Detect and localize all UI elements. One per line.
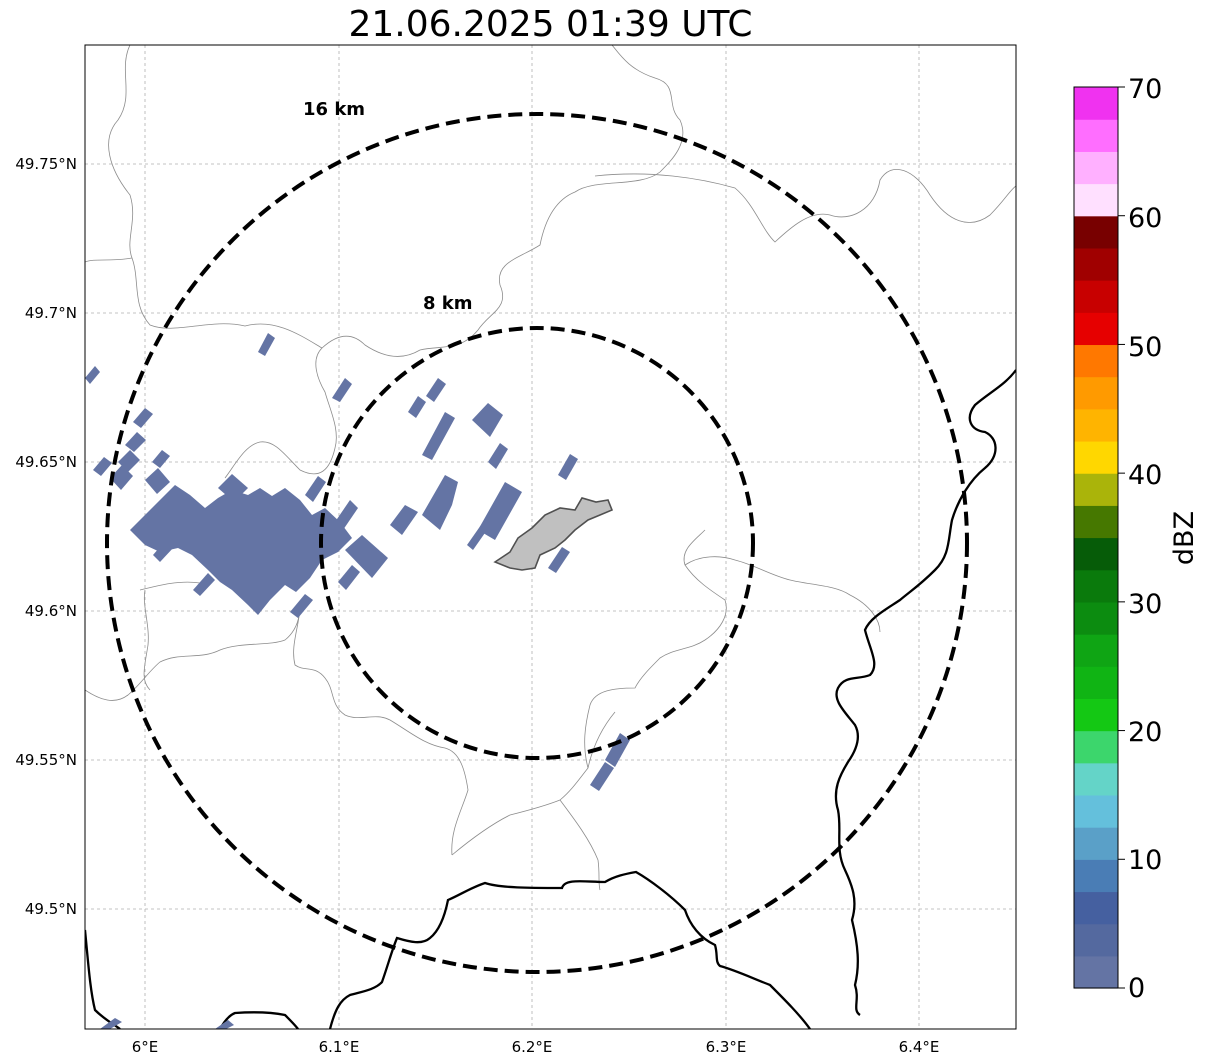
echo-cell — [590, 762, 614, 791]
echo-cell — [408, 396, 426, 418]
colorbar-segment — [1074, 827, 1118, 860]
lon-tick-label: 6°E — [132, 1038, 159, 1056]
colorbar-segment — [1074, 569, 1118, 603]
colorbar-segment — [1074, 730, 1118, 764]
echo-cell — [93, 457, 112, 476]
echo-cell — [390, 505, 418, 535]
echo-cell — [193, 573, 215, 596]
colorbar-segment — [1074, 408, 1118, 442]
colorbar-tick-label: 70 — [1128, 74, 1162, 105]
colorbar-segment — [1074, 376, 1118, 410]
echo-cell — [133, 408, 153, 428]
colorbar-segment — [1074, 762, 1118, 796]
echo-cell — [153, 540, 174, 562]
colorbar-tick-label: 0 — [1128, 973, 1145, 1004]
city-outline — [493, 497, 614, 571]
map-area: 8 km 16 km — [85, 45, 1016, 1029]
map-frame — [84, 44, 1017, 1030]
echo-cell — [345, 535, 388, 578]
colorbar-ticks: 0 10 20 30 40 50 60 70 — [1128, 74, 1162, 1004]
echo-cell — [145, 468, 170, 494]
lon-tick-label: 6.3°E — [706, 1038, 747, 1056]
colorbar-segment — [1074, 891, 1118, 925]
lat-tick-label: 49.65°N — [15, 453, 77, 471]
echo-cell — [305, 476, 326, 502]
echo-cell — [85, 366, 100, 384]
colorbar-segment — [1074, 537, 1118, 571]
echo-cell — [548, 547, 570, 573]
echo-cell — [478, 482, 522, 540]
lat-tick-label: 49.55°N — [15, 751, 77, 769]
echo-cell — [290, 594, 313, 618]
range-label-16km: 16 km — [303, 99, 365, 120]
colorbar-segment — [1074, 666, 1118, 699]
colorbar-tick-label: 40 — [1128, 460, 1162, 491]
radar-echoes — [85, 333, 630, 1029]
colorbar-segment — [1074, 87, 1118, 120]
map-title: 21.06.2025 01:39 UTC — [348, 4, 753, 45]
colorbar-tick-label: 60 — [1128, 203, 1162, 234]
colorbar-segment — [1074, 344, 1118, 378]
echo-cell — [558, 454, 578, 480]
colorbar-segment — [1074, 505, 1118, 539]
lon-tick-label: 6.2°E — [512, 1038, 553, 1056]
echo-cell — [258, 333, 275, 356]
colorbar-segment — [1074, 859, 1118, 893]
lat-tick-label: 49.6°N — [25, 602, 77, 620]
colorbar-frame — [1073, 86, 1119, 989]
colorbar-segment — [1074, 151, 1118, 185]
echo-cell — [422, 412, 455, 460]
echo-cell — [100, 1018, 122, 1029]
admin-boundaries — [85, 45, 1016, 891]
colorbar-segment — [1074, 247, 1118, 281]
lat-tick-label: 49.75°N — [15, 155, 77, 173]
colorbar-segment — [1074, 601, 1118, 635]
range-ring-8km — [319, 326, 755, 760]
colorbar-segment — [1074, 215, 1118, 249]
echo-cell — [338, 565, 360, 590]
echo-cell — [426, 378, 446, 402]
border-east — [834, 369, 1016, 1016]
lat-tick-label: 49.5°N — [25, 900, 77, 918]
echo-cell — [335, 500, 358, 530]
lon-tick-label: 6.4°E — [899, 1038, 940, 1056]
colorbar — [1073, 86, 1125, 989]
colorbar-segment — [1074, 312, 1118, 346]
lon-tick-label: 6.1°E — [319, 1038, 360, 1056]
echo-cell — [218, 474, 248, 502]
echo-cell — [118, 450, 140, 472]
lat-tick-label: 49.7°N — [25, 304, 77, 322]
colorbar-segment — [1074, 183, 1118, 217]
colorbar-segment — [1074, 794, 1118, 828]
echo-cell — [152, 450, 170, 468]
colorbar-label: dBZ — [1169, 511, 1200, 565]
range-label-8km: 8 km — [423, 293, 473, 314]
colorbar-segment — [1074, 119, 1118, 152]
range-ring-16km — [105, 112, 969, 974]
colorbar-segment — [1074, 440, 1118, 474]
colorbar-segment — [1074, 634, 1118, 667]
colorbar-segment — [1074, 280, 1118, 313]
lat-tick-labels: 49.75°N 49.7°N 49.65°N 49.6°N 49.55°N 49… — [15, 155, 77, 918]
colorbar-segment — [1074, 698, 1118, 732]
echo-cell — [472, 403, 503, 437]
colorbar-tick-label: 50 — [1128, 332, 1162, 363]
lon-tick-labels: 6°E 6.1°E 6.2°E 6.3°E 6.4°E — [132, 1038, 940, 1056]
colorbar-tick-label: 10 — [1128, 845, 1162, 876]
echo-cell — [488, 443, 508, 469]
colorbar-segment — [1074, 473, 1118, 506]
echo-cell — [215, 1020, 234, 1029]
range-rings — [105, 112, 969, 974]
echo-cell — [125, 432, 146, 452]
echo-main-cluster — [130, 485, 352, 615]
echo-cell — [332, 378, 352, 402]
colorbar-tick-label: 20 — [1128, 717, 1162, 748]
echo-cell — [422, 475, 458, 530]
colorbar-tick-label: 30 — [1128, 589, 1162, 620]
colorbar-segment — [1074, 923, 1118, 957]
colorbar-segment — [1074, 955, 1118, 989]
echo-cell — [605, 733, 630, 767]
